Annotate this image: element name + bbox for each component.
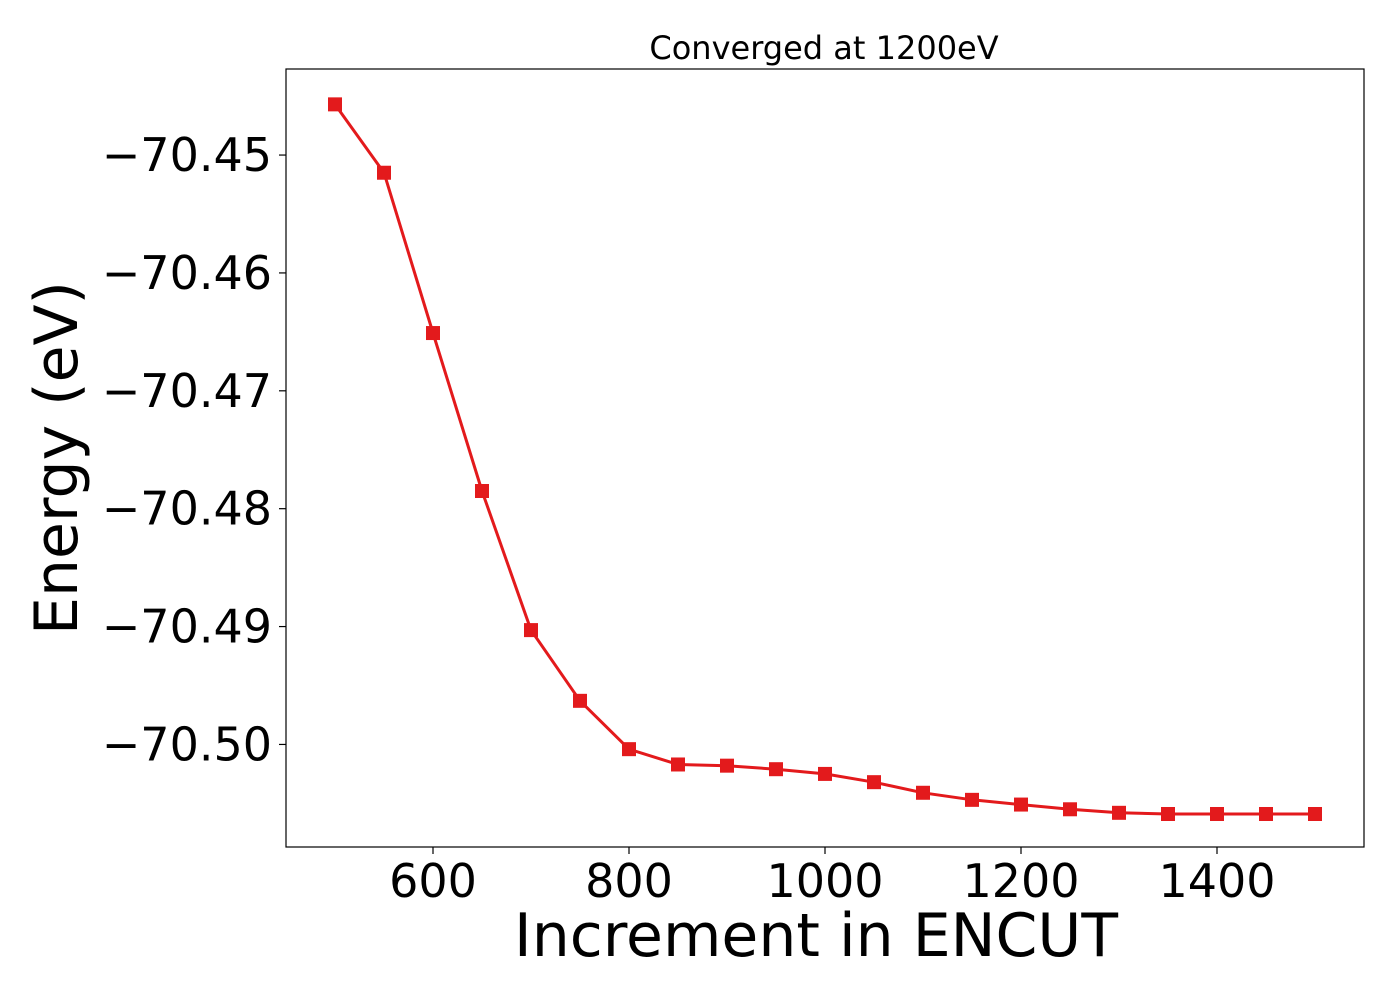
x-axis-ticks: 600 800 1000 1200 1400 — [389, 847, 1276, 908]
y-tick-label: −70.50 — [102, 717, 272, 771]
x-tick-label: 800 — [585, 854, 673, 908]
data-point-marker — [1210, 806, 1224, 821]
data-point-marker — [1014, 797, 1028, 812]
y-axis-ticks: −70.45 −70.46 −70.47 −70.48 −70.49 −70.50 — [102, 128, 286, 771]
y-tick-label: −70.49 — [102, 600, 272, 654]
data-point-marker — [720, 758, 734, 773]
data-point-marker — [622, 742, 636, 757]
data-point-marker — [328, 97, 342, 112]
data-point-marker — [475, 484, 489, 499]
data-point-marker — [377, 165, 391, 180]
data-point-marker — [1259, 806, 1273, 821]
x-tick-label: 600 — [389, 854, 477, 908]
x-axis-label: Increment in ENCUT — [514, 901, 1118, 971]
data-point-marker — [867, 775, 881, 790]
chart-title: Converged at 1200eV — [649, 29, 998, 67]
data-point-marker — [426, 326, 440, 341]
data-point-marker — [524, 623, 538, 638]
y-tick-label: −70.47 — [102, 364, 272, 418]
data-point-marker — [916, 785, 930, 800]
data-point-marker — [1112, 805, 1126, 820]
y-axis-label: Energy (eV) — [22, 281, 92, 635]
x-tick-label: 1200 — [962, 854, 1079, 908]
data-point-marker — [671, 757, 685, 772]
y-tick-label: −70.45 — [102, 128, 272, 182]
data-point-marker — [818, 766, 832, 781]
data-point-marker — [1063, 802, 1077, 817]
data-point-marker — [1308, 806, 1322, 821]
x-tick-label: 1000 — [766, 854, 883, 908]
series-layer — [328, 97, 1322, 821]
x-tick-label: 1400 — [1158, 854, 1275, 908]
data-point-marker — [1161, 806, 1175, 821]
data-point-marker — [573, 693, 587, 708]
y-tick-label: −70.48 — [102, 482, 272, 536]
y-tick-label: −70.46 — [102, 246, 272, 300]
data-point-marker — [769, 762, 783, 777]
data-point-marker — [965, 792, 979, 807]
